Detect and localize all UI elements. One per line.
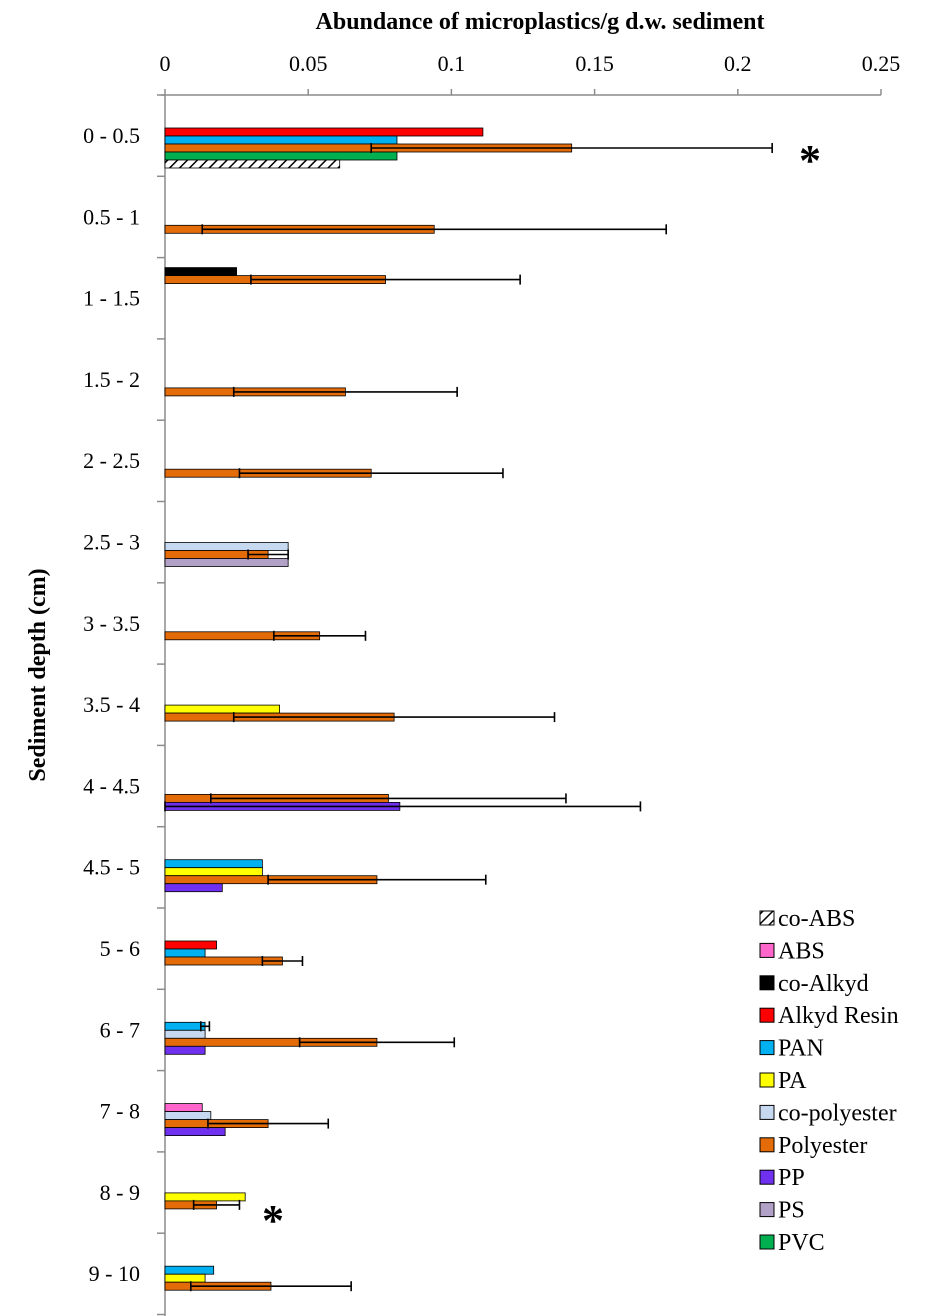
legend-swatch-pa xyxy=(759,1072,775,1088)
x-tick-label: 0.15 xyxy=(575,51,614,76)
category-label: 1 - 1.5 xyxy=(83,286,140,311)
x-tick-label: 0.2 xyxy=(724,51,752,76)
bar-pan xyxy=(164,1265,215,1275)
legend-label-co-polyester: co-polyester xyxy=(778,1100,897,1126)
category-label: 8 - 9 xyxy=(100,1180,140,1205)
bar-alkyd-resin xyxy=(164,127,484,137)
x-tick-label: 0.25 xyxy=(862,51,901,76)
bar-pp xyxy=(164,1127,226,1136)
bar-pa xyxy=(164,704,280,714)
bar-pa xyxy=(164,1192,246,1202)
legend-label-pan: PAN xyxy=(778,1036,824,1062)
bar-pa xyxy=(164,867,263,877)
bar-pp xyxy=(164,1045,206,1055)
legend-label-co-alkyd: co-Alkyd xyxy=(778,971,869,997)
legend-label-alkyd-resin: Alkyd Resin xyxy=(778,1003,899,1029)
x-tick-label: 0 xyxy=(160,51,171,76)
category-label: 1.5 - 2 xyxy=(83,367,140,392)
category-label: 5 - 6 xyxy=(100,936,140,961)
legend-swatch-alkyd-resin xyxy=(759,1007,775,1023)
legend-swatch-pan xyxy=(759,1040,775,1056)
bar-pvc xyxy=(164,151,398,161)
bar-co-abs xyxy=(164,159,341,169)
legend-swatch-co-abs xyxy=(759,910,775,926)
category-label: 4.5 - 5 xyxy=(83,855,140,880)
legend-label-pa: PA xyxy=(778,1068,807,1094)
significance-asterisk: * xyxy=(799,136,821,185)
legend-label-pp: PP xyxy=(778,1165,805,1191)
x-tick-label: 0.05 xyxy=(289,51,328,76)
category-label: 7 - 8 xyxy=(100,1099,140,1124)
category-label: 9 - 10 xyxy=(89,1261,140,1286)
legend-label-abs: ABS xyxy=(778,938,825,964)
x-tick-label: 0.1 xyxy=(438,51,466,76)
legend-swatch-ps xyxy=(759,1202,775,1218)
bar-alkyd-resin xyxy=(164,940,217,950)
category-label: 3 - 3.5 xyxy=(83,611,140,636)
category-label: 0.5 - 1 xyxy=(83,204,140,229)
bar-pp xyxy=(164,883,223,893)
bar-pan xyxy=(164,859,263,869)
category-label: 2 - 2.5 xyxy=(83,448,140,473)
bar-ps xyxy=(164,558,289,567)
bar-co-polyester xyxy=(164,542,289,551)
legend-swatch-abs xyxy=(759,942,775,958)
bar-abs xyxy=(164,1103,203,1112)
legend-label-co-abs: co-ABS xyxy=(778,906,855,932)
bar-co-polyester xyxy=(164,1029,206,1039)
bar-co-polyester xyxy=(164,1111,212,1120)
legend-label-pvc: PVC xyxy=(778,1230,825,1256)
y-axis-label: Sediment depth (cm) xyxy=(25,568,51,781)
chart-title: Abundance of microplastics/g d.w. sedime… xyxy=(316,9,765,35)
category-label: 2.5 - 3 xyxy=(83,530,140,555)
legend-swatch-co-polyester xyxy=(759,1104,775,1120)
category-label: 6 - 7 xyxy=(100,1017,140,1042)
category-label: 3.5 - 4 xyxy=(83,692,140,717)
legend-label-ps: PS xyxy=(778,1198,805,1224)
legend-label-polyester: Polyester xyxy=(778,1133,867,1159)
bar-pan xyxy=(164,1021,206,1031)
bar-co-alkyd xyxy=(164,267,237,277)
bar-pan xyxy=(164,948,206,958)
category-label: 0 - 0.5 xyxy=(83,123,140,148)
significance-asterisk: * xyxy=(262,1196,284,1245)
legend-swatch-pp xyxy=(759,1169,775,1185)
legend-swatch-co-alkyd xyxy=(759,975,775,991)
legend-swatch-pvc xyxy=(759,1234,775,1250)
legend-swatch-polyester xyxy=(759,1137,775,1153)
bar-pa xyxy=(164,1273,206,1283)
category-label: 4 - 4.5 xyxy=(83,773,140,798)
bar-pan xyxy=(164,135,398,145)
